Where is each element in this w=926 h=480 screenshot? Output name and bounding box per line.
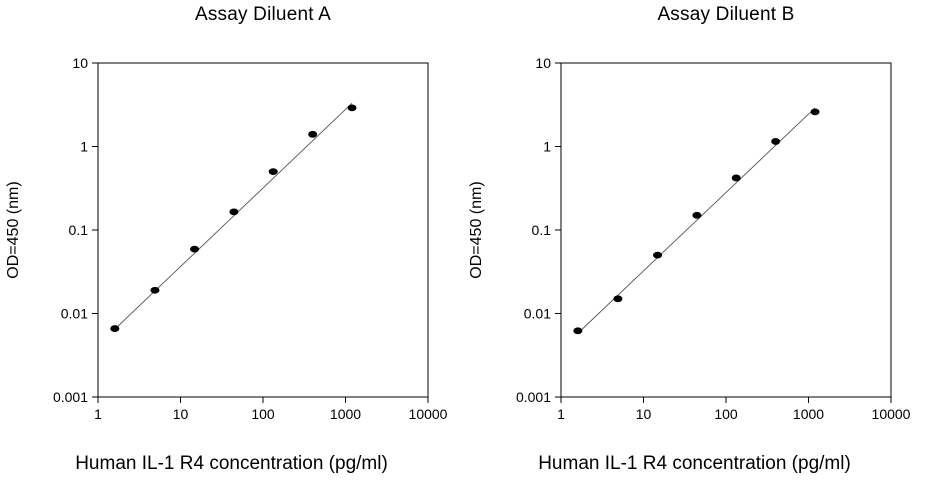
data-point xyxy=(692,211,702,219)
y-tick-label: 1 xyxy=(80,139,88,155)
plot-area: 1 10 100 1000 10000 0.001 0.01 0.1 1 10 xyxy=(516,55,911,422)
x-tick-label: 1 xyxy=(94,406,102,422)
x-tick-label: 100 xyxy=(714,406,738,422)
data-point xyxy=(573,327,583,335)
x-tick-label: 100 xyxy=(251,406,275,422)
x-axis-label: Human IL-1 R4 concentration (pg/ml) xyxy=(75,453,388,474)
x-tick-label: 1000 xyxy=(330,406,361,422)
fit-line xyxy=(114,102,353,330)
chart-panel-a: Assay Diluent A OD=450 (nm) Human IL-1 R… xyxy=(5,4,448,474)
data-point xyxy=(810,108,820,116)
plot-area: 1 10 100 1000 10000 0.001 0.01 0.1 1 10 xyxy=(53,55,448,422)
y-tick-label: 0.01 xyxy=(524,306,551,322)
chart-title: Assay Diluent A xyxy=(194,4,332,25)
plot-frame xyxy=(560,62,892,398)
data-point xyxy=(150,286,160,294)
x-tick-label: 10000 xyxy=(409,406,448,422)
data-point xyxy=(268,168,278,176)
plot-frame xyxy=(97,62,429,398)
data-point xyxy=(771,138,781,145)
y-tick-label: 0.001 xyxy=(516,389,551,405)
x-tick-label: 1000 xyxy=(793,406,824,422)
y-tick-label: 1 xyxy=(543,139,551,155)
x-tick-label: 1 xyxy=(557,406,565,422)
data-point xyxy=(347,104,357,112)
y-tick-label: 0.1 xyxy=(532,222,552,238)
y-tick-label: 0.1 xyxy=(69,222,89,238)
data-point xyxy=(190,245,200,253)
data-point xyxy=(613,295,623,303)
x-tick-label: 10 xyxy=(173,406,189,422)
data-point xyxy=(110,325,120,332)
y-tick-label: 10 xyxy=(72,55,88,71)
data-point xyxy=(308,130,318,138)
data-point xyxy=(731,174,741,182)
y-tick-label: 0.01 xyxy=(61,306,88,322)
x-tick-label: 10 xyxy=(636,406,652,422)
x-tick-label: 10000 xyxy=(872,406,911,422)
data-point xyxy=(653,251,663,259)
y-tick-label: 10 xyxy=(535,55,551,71)
data-point xyxy=(229,208,239,216)
chart-title: Assay Diluent B xyxy=(657,4,795,25)
y-tick-label: 0.001 xyxy=(53,389,88,405)
chart-panel-b: Assay Diluent B OD=450 (nm) Human IL-1 R… xyxy=(463,0,926,480)
x-axis-label: Human IL-1 R4 concentration (pg/ml) xyxy=(538,453,851,474)
